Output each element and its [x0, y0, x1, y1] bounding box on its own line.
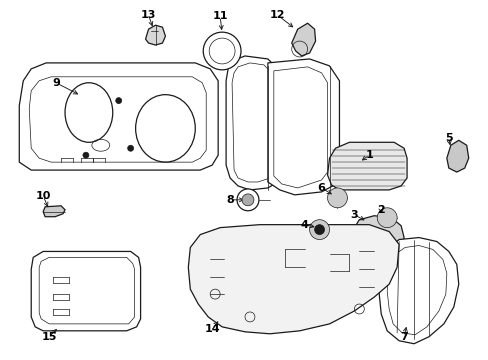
Polygon shape	[446, 140, 468, 172]
Polygon shape	[145, 25, 165, 45]
Circle shape	[242, 194, 253, 206]
Text: 3: 3	[350, 210, 357, 220]
Circle shape	[327, 188, 346, 208]
Polygon shape	[267, 59, 339, 195]
Polygon shape	[291, 23, 315, 56]
Circle shape	[116, 98, 122, 104]
Polygon shape	[225, 56, 281, 190]
Text: 1: 1	[365, 150, 372, 160]
Text: 7: 7	[399, 332, 407, 342]
Polygon shape	[31, 251, 141, 331]
Ellipse shape	[203, 32, 241, 70]
Text: 9: 9	[52, 78, 60, 88]
Text: 14: 14	[204, 324, 220, 334]
Text: 2: 2	[377, 205, 385, 215]
Polygon shape	[379, 238, 458, 344]
Text: 8: 8	[226, 195, 233, 205]
Circle shape	[127, 145, 133, 151]
Text: 15: 15	[41, 332, 57, 342]
Text: 12: 12	[269, 10, 285, 20]
Text: 6: 6	[317, 183, 325, 193]
Text: 10: 10	[36, 191, 51, 201]
Polygon shape	[327, 142, 406, 190]
Circle shape	[314, 225, 324, 235]
Polygon shape	[43, 206, 65, 217]
Polygon shape	[188, 225, 398, 334]
Polygon shape	[353, 216, 403, 255]
Circle shape	[83, 152, 89, 158]
Text: 13: 13	[141, 10, 156, 20]
Text: 4: 4	[300, 220, 308, 230]
Circle shape	[237, 189, 258, 211]
Polygon shape	[19, 63, 218, 170]
Text: 5: 5	[444, 133, 452, 143]
Circle shape	[309, 220, 329, 239]
Text: 11: 11	[212, 11, 227, 21]
Circle shape	[376, 208, 396, 228]
